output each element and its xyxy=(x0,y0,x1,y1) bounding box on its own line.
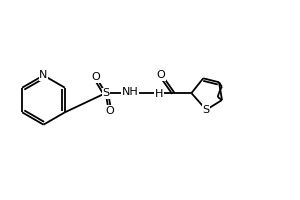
Text: O: O xyxy=(92,72,100,82)
Text: S: S xyxy=(102,88,109,98)
Text: H: H xyxy=(155,89,163,99)
Text: N: N xyxy=(39,70,48,80)
Text: O: O xyxy=(105,106,114,116)
Text: S: S xyxy=(202,105,210,115)
Text: O: O xyxy=(157,70,165,80)
Text: NH: NH xyxy=(122,87,139,97)
